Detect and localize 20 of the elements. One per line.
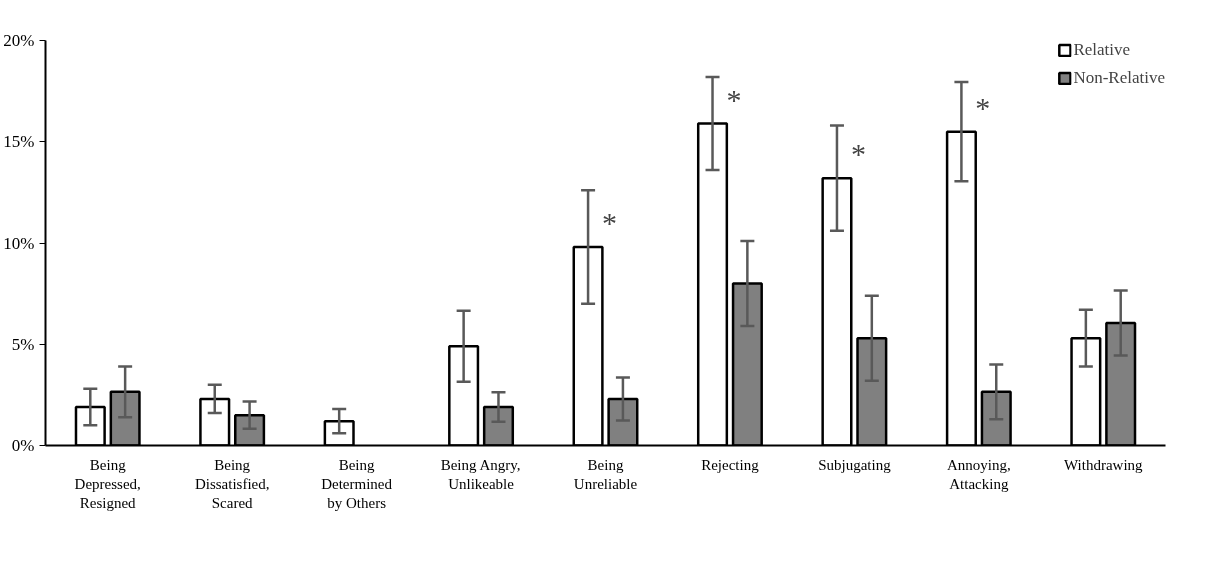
y-tick-label: 5% — [11, 334, 35, 354]
annotation: * — [726, 82, 742, 116]
legend-label: Relative — [1073, 40, 1131, 60]
legend-label: Non-Relative — [1073, 68, 1165, 88]
y-tick-label: 0% — [11, 436, 35, 455]
annotation: * — [975, 90, 991, 124]
x-tick-label: Rejecting — [701, 456, 760, 473]
y-tick-label: 15% — [3, 132, 35, 152]
annotation: * — [850, 137, 866, 171]
y-tick-label: 20% — [3, 31, 35, 50]
x-tick-label: Being Unreliable — [573, 456, 638, 492]
x-tick-label: Being Depressed, Resigned — [74, 456, 141, 511]
x-tick-label: Being Determined by Others — [321, 456, 393, 511]
x-tick-label: Withdrawing — [1064, 456, 1144, 473]
x-tick-label: Being Dissatisfied, Scared — [194, 456, 270, 511]
annotation: * — [602, 206, 617, 240]
x-tick-label: Annoying, Attacking — [946, 456, 1011, 492]
x-tick-label: Being Angry, Unlikeable — [440, 456, 521, 492]
x-tick-label: Subjugating — [818, 456, 892, 473]
y-tick-label: 10% — [3, 233, 35, 253]
